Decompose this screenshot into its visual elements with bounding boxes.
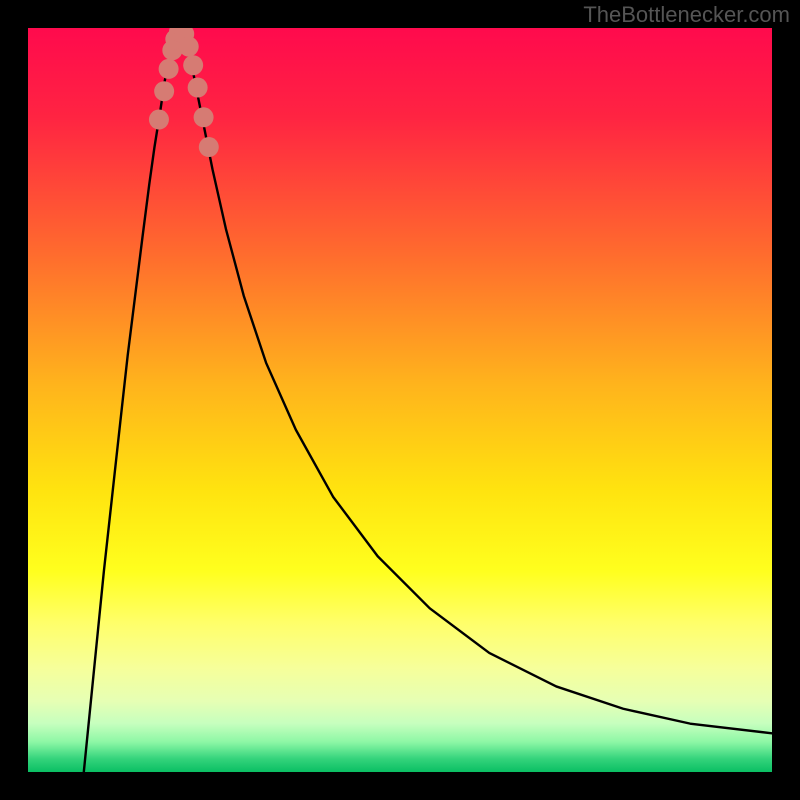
- curve-marker: [159, 59, 179, 79]
- chart-frame: TheBottlenecker.com: [0, 0, 800, 800]
- curve-marker: [149, 110, 169, 130]
- curve-marker: [199, 137, 219, 157]
- curve-marker: [194, 107, 214, 127]
- watermark-text: TheBottlenecker.com: [583, 2, 790, 28]
- gradient-background: [28, 28, 772, 772]
- curve-marker: [183, 55, 203, 75]
- chart-svg: [28, 28, 772, 772]
- curve-marker: [188, 78, 208, 98]
- plot-area: [28, 28, 772, 772]
- curve-marker: [154, 81, 174, 101]
- curve-marker: [179, 37, 199, 57]
